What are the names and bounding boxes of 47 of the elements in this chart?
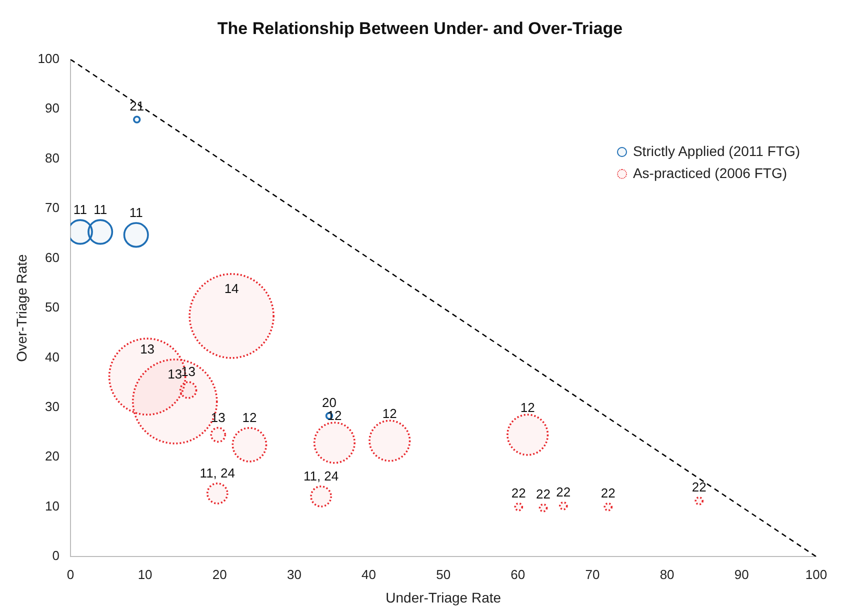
annotation: 12 [520,400,535,415]
annotation: 11 [73,202,87,218]
x-tick-label: 30 [286,566,302,582]
x-tick-label: 50 [436,566,451,582]
y-tick-label: 100 [38,50,60,66]
chart-title: The Relationship Between Under- and Over-Triage [217,18,623,38]
y-tick-label: 70 [45,200,60,216]
x-tick-label: 80 [660,566,674,582]
x-tick-label: 70 [585,566,600,582]
x-tick-label: 60 [510,566,526,582]
y-tick-label: 80 [45,150,60,166]
x-tick-label: 90 [734,566,749,582]
x-tick-label: 10 [138,566,152,582]
annotation: 11, 24 [303,468,339,484]
annotation: 21 [130,98,144,114]
annotation: 13 [168,366,182,382]
y-tick-label: 30 [45,399,60,414]
annotation: 14 [224,281,239,296]
annotation: 13 [210,410,226,425]
annotation: 12 [242,410,257,426]
y-tick-label: 50 [45,300,60,315]
y-tick-label: 20 [45,448,60,464]
annotation: 22 [536,486,551,502]
legend-label: As-practiced (2006 FTG) [632,164,788,183]
annotation: 11 [129,205,143,220]
x-axis-title: Under-Triage Rate [386,589,502,606]
annotation: 22 [511,485,526,500]
annotation: 22 [556,484,571,500]
annotation: 13 [140,342,155,357]
y-axis-title: Over-Triage Rate [13,254,30,362]
x-tick-label: 0 [66,566,74,582]
annotation: 12 [382,406,397,421]
annotation: 11 [94,202,108,218]
y-tick-label: 40 [45,349,60,364]
annotation: 13 [181,364,196,380]
annotation: 20 [322,395,336,410]
y-tick-label: 10 [45,498,60,514]
annotation: 22 [692,479,706,494]
annotation: 11, 24 [200,466,235,481]
x-tick-label: 100 [805,566,828,582]
y-tick-label: 60 [45,250,60,265]
y-tick-label: 90 [45,100,60,116]
x-tick-label: 40 [362,566,376,582]
x-tick-label: 20 [212,566,227,582]
annotation: 22 [600,485,616,500]
legend-label: Strictly Applied (2011 FTG) [632,142,800,161]
y-tick-label: 0 [52,548,60,564]
